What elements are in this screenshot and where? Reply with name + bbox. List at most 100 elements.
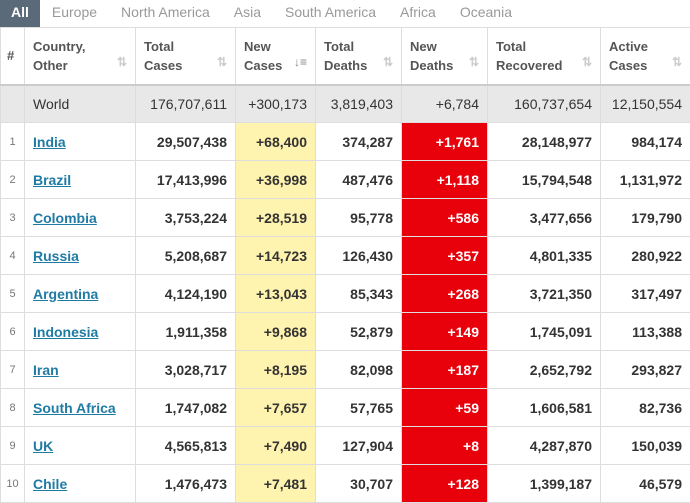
country-link[interactable]: South Africa [33, 400, 116, 416]
cell-new-deaths: +128 [402, 465, 488, 503]
country-link[interactable]: UK [33, 438, 53, 454]
cell-country: UK [25, 427, 136, 465]
sort-icon[interactable]: ⇅ [582, 53, 592, 72]
cell-total-deaths: 30,707 [316, 465, 402, 503]
cell-total-recovered: 1,399,187 [488, 465, 601, 503]
cell-total-cases: 1,747,082 [136, 389, 236, 427]
cell-total-recovered: 15,794,548 [488, 161, 601, 199]
header-label: Total [144, 39, 174, 54]
header-num: # [1, 28, 25, 85]
table-row: 2 Brazil 17,413,996 +36,998 487,476 +1,1… [1, 161, 690, 199]
header-label: Cases [244, 58, 282, 73]
cell-total-recovered: 28,148,977 [488, 123, 601, 161]
sort-icon[interactable]: ⇅ [383, 53, 393, 72]
header-total-cases[interactable]: Total Cases ⇅ [136, 28, 236, 85]
header-total-deaths[interactable]: Total Deaths ⇅ [316, 28, 402, 85]
cell-new-deaths: +1,118 [402, 161, 488, 199]
cell-total-cases: 1,476,473 [136, 465, 236, 503]
cell-country: South Africa [25, 389, 136, 427]
tab-asia[interactable]: Asia [222, 0, 273, 27]
header-label: Total [324, 39, 354, 54]
cell-active-cases: 150,039 [601, 427, 690, 465]
cell-active-cases: 280,922 [601, 237, 690, 275]
cell-num: 8 [1, 389, 25, 427]
table-row: 5 Argentina 4,124,190 +13,043 85,343 +26… [1, 275, 690, 313]
cell-num: 4 [1, 237, 25, 275]
cell-new-cases: +7,481 [236, 465, 316, 503]
cell-new-deaths: +1,761 [402, 123, 488, 161]
sort-desc-icon[interactable]: ↓≡ [294, 53, 307, 72]
country-link[interactable]: Chile [33, 476, 67, 492]
header-label: Cases [609, 58, 647, 73]
tab-africa[interactable]: Africa [388, 0, 448, 27]
cell-total-cases: 29,507,438 [136, 123, 236, 161]
cell-country: Argentina [25, 275, 136, 313]
cell-total-cases: 3,028,717 [136, 351, 236, 389]
table-row: 8 South Africa 1,747,082 +7,657 57,765 +… [1, 389, 690, 427]
cell-num: 10 [1, 465, 25, 503]
cell-country: Indonesia [25, 313, 136, 351]
cell-new-deaths: +268 [402, 275, 488, 313]
cell-num: 9 [1, 427, 25, 465]
country-link[interactable]: Russia [33, 248, 79, 264]
country-link[interactable]: Iran [33, 362, 59, 378]
sort-icon[interactable]: ⇅ [469, 53, 479, 72]
cell-new-cases: +28,519 [236, 199, 316, 237]
tab-europe[interactable]: Europe [40, 0, 109, 27]
cell-new-cases: +68,400 [236, 123, 316, 161]
header-label: Recovered [496, 58, 562, 73]
cell-new-cases: +8,195 [236, 351, 316, 389]
tab-oceania[interactable]: Oceania [448, 0, 524, 27]
cell-num: 7 [1, 351, 25, 389]
cell-active-cases: 82,736 [601, 389, 690, 427]
cell-new-cases: +14,723 [236, 237, 316, 275]
cell-active-cases: 293,827 [601, 351, 690, 389]
header-country[interactable]: Country,Other⇅ [25, 28, 136, 85]
cell-country: Chile [25, 465, 136, 503]
cell-active-cases: 46,579 [601, 465, 690, 503]
cell-num: 3 [1, 199, 25, 237]
cell-total-recovered: 3,477,656 [488, 199, 601, 237]
cell-num: 1 [1, 123, 25, 161]
cell-new-cases: +7,490 [236, 427, 316, 465]
world-row: World 176,707,611 +300,173 3,819,403 +6,… [1, 85, 690, 123]
table-row: 4 Russia 5,208,687 +14,723 126,430 +357 … [1, 237, 690, 275]
sort-icon[interactable]: ⇅ [672, 53, 682, 72]
cell-country: World [25, 85, 136, 123]
cell-total-deaths: 82,098 [316, 351, 402, 389]
table-row: 7 Iran 3,028,717 +8,195 82,098 +187 2,65… [1, 351, 690, 389]
cell-active-cases: 113,388 [601, 313, 690, 351]
table-row: 3 Colombia 3,753,224 +28,519 95,778 +586… [1, 199, 690, 237]
country-link[interactable]: Brazil [33, 172, 71, 188]
tab-all[interactable]: All [0, 0, 40, 27]
country-link[interactable]: Colombia [33, 210, 97, 226]
cell-total-deaths: 374,287 [316, 123, 402, 161]
cell-country: Colombia [25, 199, 136, 237]
cell-total-cases: 4,565,813 [136, 427, 236, 465]
cell-new-cases: +300,173 [236, 85, 316, 123]
tab-south-america[interactable]: South America [273, 0, 388, 27]
cell-new-deaths: +187 [402, 351, 488, 389]
country-link[interactable]: Argentina [33, 286, 98, 302]
sort-icon[interactable]: ⇅ [217, 53, 227, 72]
cell-total-deaths: 127,904 [316, 427, 402, 465]
header-new-cases[interactable]: New Cases ↓≡ [236, 28, 316, 85]
cell-total-recovered: 3,721,350 [488, 275, 601, 313]
cell-new-cases: +9,868 [236, 313, 316, 351]
cell-total-cases: 176,707,611 [136, 85, 236, 123]
sort-icon[interactable]: ⇅ [117, 53, 127, 72]
header-label: Cases [144, 58, 182, 73]
tab-north-america[interactable]: North America [109, 0, 222, 27]
cell-total-recovered: 1,606,581 [488, 389, 601, 427]
country-link[interactable]: Indonesia [33, 324, 98, 340]
cell-total-cases: 4,124,190 [136, 275, 236, 313]
header-label: New [244, 39, 271, 54]
country-link[interactable]: India [33, 134, 66, 150]
cell-active-cases: 12,150,554 [601, 85, 690, 123]
cell-num [1, 85, 25, 123]
header-label: Deaths [324, 58, 367, 73]
